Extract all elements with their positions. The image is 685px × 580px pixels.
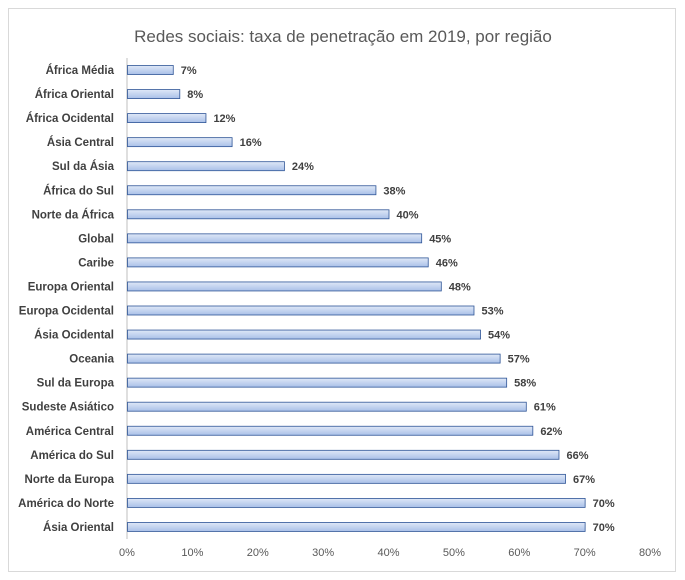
bar: [127, 281, 442, 292]
category-label: Ásia Ocidental: [34, 329, 114, 342]
data-label: 70%: [593, 522, 615, 534]
data-label: 57%: [508, 354, 530, 366]
plot-area: África Média 7% África Oriental 8% África Oc…: [18, 58, 661, 559]
category-label: América Central: [26, 426, 114, 438]
category-label: Ásia Central: [47, 136, 114, 149]
x-tick-label: 10%: [181, 547, 203, 559]
category-label: Sul da Europa: [37, 378, 115, 390]
bar: [127, 89, 181, 99]
bar: [127, 329, 481, 340]
data-label: 45%: [429, 233, 451, 245]
bar: [127, 113, 207, 123]
data-label: 38%: [383, 185, 405, 197]
data-label: 62%: [540, 426, 562, 438]
data-label: 67%: [573, 474, 595, 486]
category-label: Ásia Oriental: [43, 521, 114, 534]
category-label: América do Sul: [30, 450, 114, 462]
category-label: Oceania: [69, 354, 114, 366]
bar: [127, 473, 566, 484]
x-tick-label: 30%: [312, 547, 334, 559]
data-label: 70%: [593, 498, 615, 510]
bar: [127, 401, 527, 412]
data-label: 8%: [187, 89, 203, 101]
category-label: Europa Oriental: [28, 281, 114, 293]
category-label: América do Norte: [18, 498, 114, 510]
bar: [127, 425, 534, 436]
category-label: África Média: [46, 64, 115, 77]
category-label: Caribe: [78, 257, 114, 269]
bar: [127, 137, 233, 148]
bar: [127, 257, 429, 268]
category-label: Norte da África: [32, 208, 115, 221]
data-label: 54%: [488, 330, 510, 342]
bar: [127, 233, 423, 244]
data-label: 40%: [397, 209, 419, 221]
category-label: África Ocidental: [26, 112, 114, 125]
bar: [127, 353, 501, 364]
x-tick-label: 40%: [377, 547, 399, 559]
bar: [127, 209, 390, 220]
data-label: 66%: [566, 450, 588, 462]
data-label: 46%: [436, 257, 458, 269]
data-label: 58%: [514, 378, 536, 390]
bar: [127, 305, 475, 316]
data-label: 16%: [240, 137, 262, 149]
bar: [127, 161, 285, 172]
x-tick-label: 50%: [443, 547, 465, 559]
chart-title: Redes sociais: taxa de penetração em 201…: [134, 27, 552, 46]
x-tick-label: 20%: [247, 547, 269, 559]
bar: [127, 449, 560, 460]
data-label: 48%: [449, 281, 471, 293]
data-label: 12%: [213, 113, 235, 125]
category-label: Europa Ocidental: [19, 306, 114, 318]
bar: [127, 65, 174, 75]
bar: [127, 497, 586, 508]
x-tick-label: 80%: [639, 547, 661, 559]
category-label: África Oriental: [35, 88, 114, 101]
category-label: Sul da Ásia: [52, 160, 115, 173]
category-label: Sudeste Asiático: [22, 402, 114, 414]
data-label: 24%: [292, 161, 314, 173]
data-label: 61%: [534, 402, 556, 414]
category-label: Global: [78, 233, 114, 245]
x-tick-label: 70%: [574, 547, 596, 559]
x-tick-label: 60%: [508, 547, 530, 559]
x-tick-label: 0%: [119, 547, 135, 559]
data-label: 53%: [481, 306, 503, 318]
bar: [127, 377, 508, 388]
bar: [127, 185, 377, 196]
data-label: 7%: [181, 65, 197, 77]
category-label: África do Sul: [43, 184, 114, 197]
bar: [127, 522, 586, 532]
category-label: Norte da Europa: [25, 474, 115, 486]
